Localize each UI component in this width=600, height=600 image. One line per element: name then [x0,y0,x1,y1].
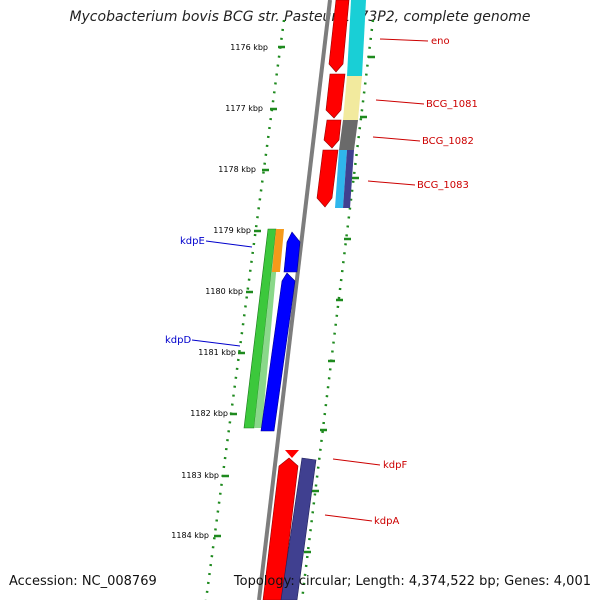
kbp-label: 1177 kbp [225,104,263,113]
kbp-label: 1178 kbp [218,165,256,174]
gene-label-bcg1082: BCG_1082 [422,136,474,147]
reverse-genes-upper [316,0,350,208]
kbp-label: 1183 kbp [181,471,219,480]
gene-bcg1083-red [316,149,339,208]
kbp-label: 1179 kbp [213,226,251,235]
block-cyan [347,0,366,76]
gene-label-kdpd: kdpD [165,335,191,346]
colored-blocks-upper [335,0,366,208]
gene-bcg1081-red [325,73,346,119]
block-gray [339,120,358,150]
kbp-label: 1181 kbp [198,348,236,357]
genome-summary-text: Topology: circular; Length: 4,374,522 bp… [233,574,591,589]
block-yellow [343,76,362,120]
kbp-label: 1180 kbp [205,287,243,296]
gene-kdpd-blue [260,272,296,432]
gene-label-bcg1083: BCG_1083 [417,180,469,191]
map-title: Mycobacterium bovis BCG str. Pasteur 117… [69,9,531,25]
kdp-lower-cluster [262,450,317,600]
leader-lines [191,38,429,522]
gene-kdpa-navy [280,457,317,600]
kbp-label: 1176 kbp [230,43,268,52]
outer-left-dots [204,19,286,600]
gene-label-kdpe: kdpE [180,236,205,247]
gene-orange [272,229,284,272]
genome-backbone [257,0,332,600]
gene-kdpe-blue [283,231,301,273]
kdp-left-cluster [243,228,301,432]
gene-kdpe-green-band [254,229,280,428]
gene-bcg1082-red [323,119,342,149]
inner-right-dots [300,19,375,600]
gene-label-eno: eno [431,36,450,47]
block-navy [343,150,354,208]
kbp-label: 1182 kbp [190,409,228,418]
gene-kdpf-red [285,450,299,458]
accession-text: Accession: NC_008769 [9,574,157,589]
gene-label-kdpf: kdpF [383,460,407,471]
kbp-ticks [214,45,375,554]
gene-label-bcg1081: BCG_1081 [426,99,478,110]
gene-eno-red [328,0,350,73]
gene-label-kdpa: kdpA [374,516,399,527]
kbp-label: 1184 kbp [171,531,209,540]
gene-kdpa-red [262,457,299,600]
